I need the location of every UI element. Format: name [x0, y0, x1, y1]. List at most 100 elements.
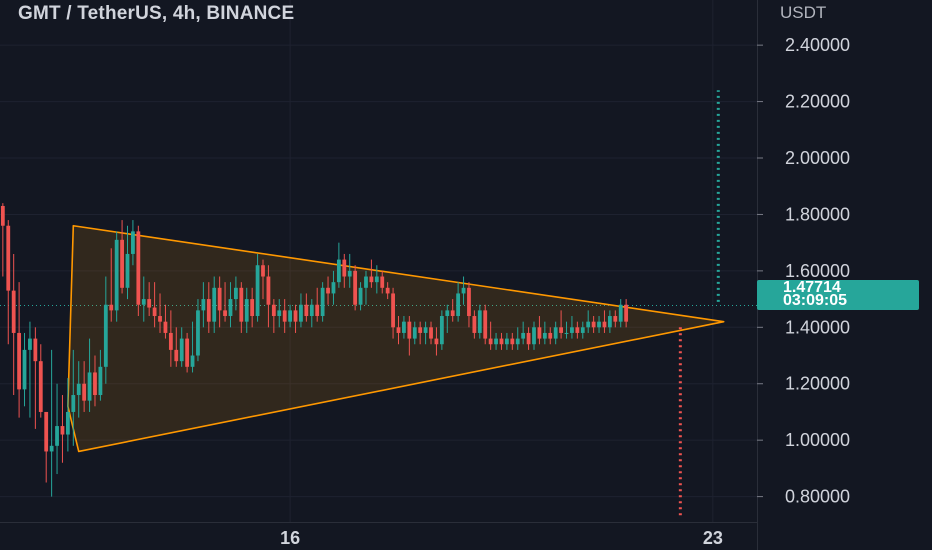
y-tick-label: 2.20000	[785, 92, 850, 112]
candle-up	[532, 327, 536, 345]
candle-up	[597, 321, 601, 328]
candle-down	[353, 270, 358, 305]
candle-up	[125, 253, 130, 288]
candle-up	[477, 310, 482, 333]
candle-down	[206, 299, 211, 322]
candle-up	[607, 316, 612, 328]
candle-down	[174, 349, 179, 362]
candle-down	[624, 304, 629, 322]
candle-down	[483, 310, 488, 339]
target-lines	[678, 90, 720, 517]
candle-up	[505, 338, 509, 345]
candle-up	[331, 282, 336, 294]
triangle-shape	[67, 224, 725, 453]
candle-down	[418, 327, 423, 333]
candle-up	[228, 299, 233, 317]
candle-up	[65, 411, 70, 435]
candle-down	[526, 332, 531, 345]
candle-down	[613, 316, 618, 322]
candle-down	[60, 426, 65, 435]
chart-title: GMT / TetherUS, 4h, BINANCE	[18, 3, 295, 24]
candle-down	[434, 338, 439, 345]
candle-down	[163, 321, 168, 333]
candle-down	[17, 332, 21, 390]
candle-down	[575, 327, 580, 333]
candle-up	[141, 299, 146, 305]
candle-down	[185, 338, 190, 367]
candle-up	[212, 287, 217, 322]
candle-up	[87, 372, 92, 401]
current-price-badge: 1.47714 03:09:05	[757, 279, 919, 310]
time-axis[interactable]: 16 23	[280, 528, 723, 548]
candle-up	[201, 299, 206, 311]
candle-down	[282, 310, 287, 322]
candle-up	[255, 265, 260, 317]
candle-up	[320, 287, 325, 317]
candle-up	[374, 276, 379, 283]
candle-down	[266, 276, 271, 305]
candle-up	[277, 310, 282, 317]
candle-down	[385, 287, 390, 294]
candle-down	[304, 304, 309, 317]
axis-background	[757, 0, 932, 550]
candle-down	[429, 327, 433, 339]
candle-up	[234, 287, 238, 300]
candle-down	[315, 304, 320, 317]
candle-up	[71, 395, 76, 412]
candle-up	[515, 338, 520, 345]
candle-down	[0, 205, 5, 226]
candles	[0, 203, 629, 497]
candle-down	[293, 310, 298, 322]
candle-down	[82, 383, 87, 401]
candle-down	[147, 299, 152, 308]
x-tick-label: 23	[703, 528, 723, 548]
y-tick-label: 1.40000	[785, 317, 850, 337]
candle-down	[6, 225, 11, 291]
candle-down	[380, 276, 385, 288]
candle-down	[548, 332, 553, 339]
candle-down	[271, 304, 276, 317]
candle-up	[542, 332, 547, 339]
candle-down	[168, 332, 173, 350]
y-tick-label: 2.40000	[785, 35, 850, 55]
candle-down	[342, 259, 347, 277]
candle-up	[456, 293, 461, 317]
candle-up	[22, 349, 27, 390]
y-tick-label: 1.80000	[785, 204, 850, 224]
candle-down	[239, 287, 244, 322]
candle-down	[488, 338, 493, 345]
y-tick-label: 1.00000	[785, 430, 850, 450]
candle-up	[445, 310, 450, 317]
candle-up	[179, 338, 184, 362]
candle-up	[553, 327, 558, 339]
triangle-pattern	[67, 224, 725, 453]
candle-down	[250, 299, 255, 317]
candle-down	[120, 239, 124, 288]
y-tick-label: 1.20000	[785, 374, 850, 394]
candle-down	[158, 316, 162, 322]
candle-up	[98, 366, 103, 396]
candle-down	[93, 372, 97, 396]
candle-up	[55, 426, 59, 446]
candle-up	[288, 310, 292, 322]
candle-up	[114, 239, 119, 311]
price-axis[interactable]: 2.40000 2.20000 2.00000 1.80000 1.60000 1.400…	[757, 35, 850, 507]
candle-down	[391, 293, 395, 328]
candle-up	[618, 304, 623, 322]
candle-up	[494, 338, 498, 345]
candle-down	[369, 276, 374, 283]
y-tick-label: 1.60000	[785, 261, 850, 281]
candle-up	[461, 287, 466, 294]
candle-down	[109, 304, 114, 311]
candle-up	[49, 445, 54, 452]
candle-down	[472, 316, 477, 333]
candle-up	[364, 276, 368, 288]
candle-up	[190, 355, 195, 367]
candle-up	[564, 332, 569, 334]
candle-down	[223, 310, 227, 317]
candle-down	[450, 310, 455, 317]
candle-down	[510, 338, 515, 345]
candle-down	[407, 321, 412, 339]
